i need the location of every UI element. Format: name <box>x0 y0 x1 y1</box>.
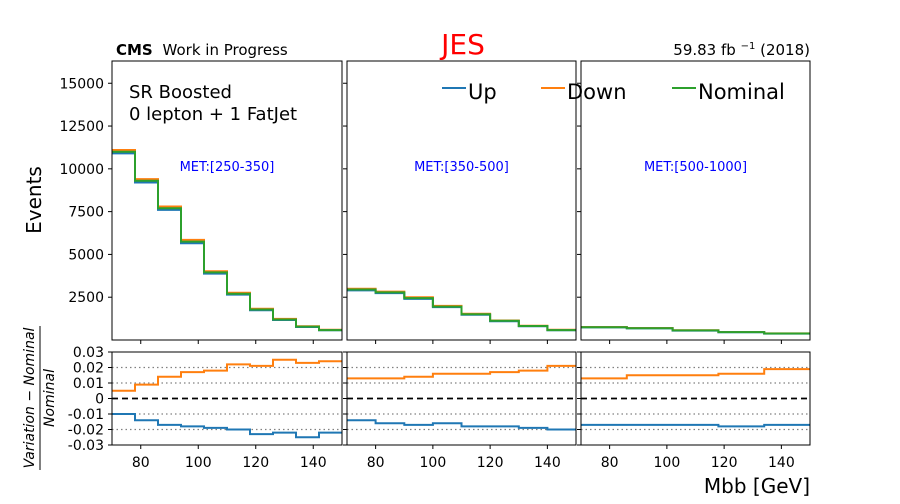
legend: Up Down Nominal <box>442 80 785 104</box>
ratio-up-line <box>347 419 576 431</box>
ratio-y-tick-label: 0 <box>95 392 104 408</box>
met-bin-label: MET:[350-500] <box>414 160 509 175</box>
ratio-histograms <box>347 364 576 431</box>
ratio-down-line <box>347 364 576 380</box>
ratio-y-tick-label: 0.02 <box>73 361 104 377</box>
chart-title: JES <box>439 28 485 61</box>
met-bin-label: MET:[250-350] <box>180 160 275 175</box>
top-y-tick-label: 5000 <box>68 247 104 263</box>
x-tick-label: 120 <box>477 455 504 471</box>
luminosity-exponent: −1 <box>741 41 756 52</box>
top-panel-frame <box>580 60 811 341</box>
x-tick-label: 100 <box>420 455 447 471</box>
top-y-tick-label: 15000 <box>59 76 104 92</box>
x-axis-label: Mbb [GeV] <box>704 474 810 498</box>
y-axis-label-ratio: Variation − Nominal Nominal <box>22 326 58 470</box>
top-y-tick-label: 7500 <box>68 205 104 221</box>
ratio-label-numerator: Variation − Nominal <box>22 327 38 468</box>
cms-label: CMS Work in Progress <box>116 41 288 59</box>
ratio-down-line <box>112 358 342 392</box>
x-tick-label: 100 <box>654 455 681 471</box>
series-nominal-line <box>112 150 342 332</box>
x-tick-label: 120 <box>711 455 738 471</box>
luminosity-year: (2018) <box>760 41 810 59</box>
panel-2: MET:[350-500] 80 100 120 140 <box>343 60 577 471</box>
legend-label-down: Down <box>567 80 627 104</box>
region-label-line1: SR Boosted <box>129 82 232 103</box>
panel-3: MET:[500-1000] 80 100 120 140 <box>577 60 811 471</box>
top-y-tick-label: 2500 <box>68 290 104 306</box>
series-nominal-line <box>581 326 810 335</box>
y-axis-label-events: Events <box>22 166 46 234</box>
x-tick-label: 100 <box>185 455 212 471</box>
ratio-y-tick-label: -0.02 <box>68 423 104 439</box>
ratio-down-line <box>581 368 810 380</box>
x-tick-label: 140 <box>300 455 327 471</box>
ratio-histograms <box>112 358 342 439</box>
x-tick-label: 140 <box>768 455 795 471</box>
top-histograms <box>581 326 810 335</box>
top-panel-frame <box>111 60 343 341</box>
top-panel-frame <box>346 60 577 341</box>
met-bin-label: MET:[500-1000] <box>644 160 747 175</box>
top-y-tick-label: 12500 <box>59 119 104 135</box>
panel-1: MET:[250-350] 80 100 120 140 2500 5000 7500 1000… <box>59 60 343 471</box>
series-nominal-line <box>347 288 576 332</box>
luminosity-value: 59.83 fb <box>673 41 736 59</box>
x-tick-label: 80 <box>132 455 150 471</box>
legend-label-nominal: Nominal <box>698 80 785 104</box>
x-tick-label: 80 <box>601 455 619 471</box>
ratio-y-tick-label: 0.03 <box>73 345 104 361</box>
plot-area: MET:[250-350]80 100 120 1402500500075001000… <box>59 60 811 471</box>
region-label-line2: 0 lepton + 1 FatJet <box>129 104 297 125</box>
x-tick-label: 140 <box>534 455 561 471</box>
legend-label-up: Up <box>468 80 497 104</box>
ratio-up-line <box>112 413 342 439</box>
ratio-histograms <box>581 366 810 431</box>
top-y-tick-label: 10000 <box>59 162 104 178</box>
x-tick-label: 120 <box>242 455 269 471</box>
ratio-y-tick-label: 0.01 <box>73 376 104 392</box>
series-down-line <box>112 149 342 331</box>
luminosity-label: 59.83 fb −1 (2018) <box>673 35 810 59</box>
work-in-progress-label: Work in Progress <box>163 41 288 59</box>
ratio-up-line <box>581 423 810 428</box>
top-histograms <box>112 149 342 332</box>
ratio-label-denominator: Nominal <box>42 369 58 427</box>
top-histograms <box>347 287 576 332</box>
ratio-y-tick-label: -0.03 <box>68 438 104 454</box>
ratio-y-tick-label: -0.01 <box>68 407 104 423</box>
cms-bold-label: CMS <box>116 41 153 59</box>
x-tick-label: 80 <box>367 455 385 471</box>
